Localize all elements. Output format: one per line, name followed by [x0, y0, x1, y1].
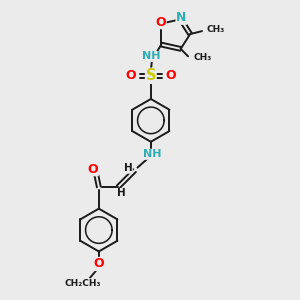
Text: O: O [155, 16, 166, 28]
Text: H: H [117, 188, 126, 199]
Text: O: O [88, 163, 98, 176]
Text: N: N [176, 11, 187, 24]
Text: CH₃: CH₃ [193, 53, 212, 62]
Text: S: S [146, 68, 156, 83]
Text: NH: NH [143, 149, 162, 159]
Text: CH₂CH₃: CH₂CH₃ [64, 279, 101, 288]
Text: O: O [166, 69, 176, 82]
Text: O: O [125, 69, 136, 82]
Text: H: H [124, 163, 132, 173]
Text: O: O [94, 257, 104, 270]
Text: CH₃: CH₃ [206, 25, 225, 34]
Text: NH: NH [142, 52, 160, 61]
